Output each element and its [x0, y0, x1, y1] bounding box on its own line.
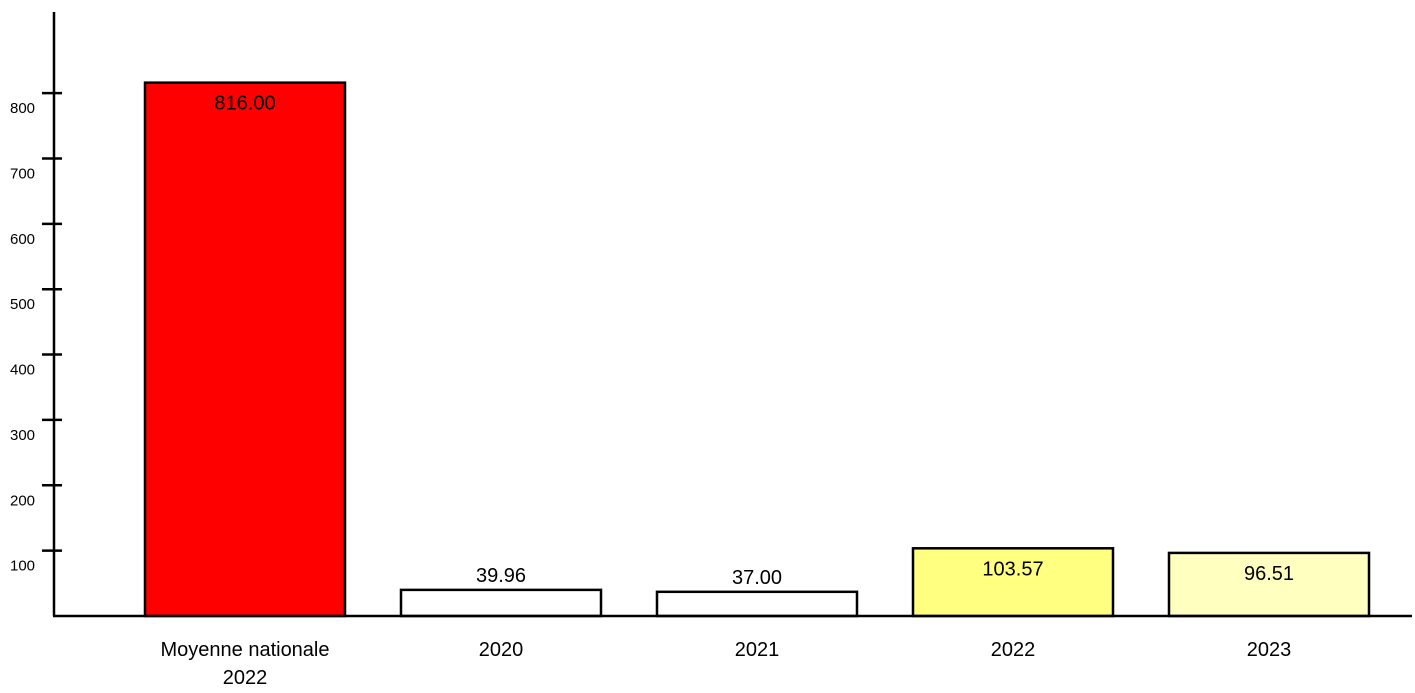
data-label-4: 96.51 — [1244, 563, 1294, 585]
data-label-1: 39.96 — [476, 565, 526, 587]
data-label-3: 103.57 — [982, 558, 1043, 580]
y-tick-label-7: 800 — [10, 100, 35, 117]
category-label-2: 2021 — [735, 639, 780, 661]
category-label-line: 2023 — [1247, 639, 1292, 661]
bar-3 — [911, 547, 1115, 618]
category-label-4: 2023 — [1247, 639, 1292, 661]
y-tick-label-3: 400 — [10, 362, 35, 379]
category-label-3: 2022 — [991, 639, 1036, 661]
category-label-0: Moyenne nationale 2022 — [160, 639, 329, 688]
category-label-1: 2020 — [479, 639, 524, 661]
y-tick-label-2: 300 — [10, 427, 35, 444]
category-label-line: 2021 — [735, 639, 780, 661]
category-label-line: 2020 — [479, 639, 524, 661]
data-label-2: 37.00 — [732, 567, 782, 589]
category-label-line: Moyenne nationale — [160, 639, 329, 661]
bar-2 — [655, 590, 859, 618]
category-label-line: 2022 — [223, 667, 268, 688]
bar-0 — [143, 81, 347, 618]
bars-layer: 816.00 39.96 37.00 103.57 96.51 — [143, 81, 1371, 618]
y-tick-label-6: 700 — [10, 165, 35, 182]
data-label-0: 816.00 — [214, 93, 275, 115]
y-tick-label-4: 500 — [10, 296, 35, 313]
y-tick-label-1: 200 — [10, 492, 35, 509]
category-label-line: 2022 — [991, 639, 1036, 661]
bar-1 — [399, 588, 603, 618]
axes-layer: Moyenne nationale 2022 2020 2021 2022 2023 100… — [10, 12, 1412, 689]
bar-4 — [1167, 551, 1371, 618]
y-tick-label-0: 100 — [10, 558, 35, 575]
y-tick-label-5: 600 — [10, 231, 35, 248]
